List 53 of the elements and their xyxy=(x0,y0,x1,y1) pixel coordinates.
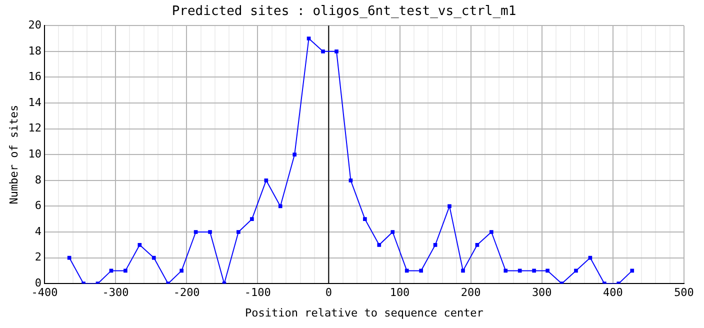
point xyxy=(404,268,409,273)
point xyxy=(278,204,282,208)
point xyxy=(518,268,522,273)
point xyxy=(194,230,198,234)
point xyxy=(348,178,353,182)
chart-title: Predicted sites : oligos_6nt_test_vs_ctrl_m1 xyxy=(172,4,516,20)
x-tick-label: 200 xyxy=(460,286,481,300)
x-tick-label: 100 xyxy=(390,286,410,300)
point xyxy=(208,230,212,234)
point xyxy=(334,49,338,54)
point xyxy=(448,204,452,208)
point xyxy=(306,36,311,40)
point xyxy=(250,217,254,222)
x-tick-label: -200 xyxy=(173,286,200,300)
y-tick-label: 8 xyxy=(34,173,42,186)
point xyxy=(377,242,382,247)
point xyxy=(363,217,367,222)
point xyxy=(475,242,480,247)
y-tick-label: 6 xyxy=(34,199,42,212)
point xyxy=(390,230,395,234)
x-tick-label: 0 xyxy=(325,286,332,300)
y-tick-label: 2 xyxy=(34,250,42,264)
point xyxy=(574,268,578,273)
y-tick-label: 14 xyxy=(28,96,42,109)
y-tick-label: 20 xyxy=(28,18,42,32)
x-tick-label: -300 xyxy=(102,286,129,300)
point xyxy=(461,268,465,273)
point xyxy=(532,268,536,273)
x-tick-label: -100 xyxy=(244,286,271,300)
point xyxy=(504,268,508,273)
y-axis-title: Number of sites xyxy=(7,104,20,204)
point xyxy=(124,268,128,273)
point xyxy=(264,178,268,182)
y-tick-label: 4 xyxy=(34,224,42,238)
point xyxy=(292,152,296,157)
y-tick-label: 10 xyxy=(28,147,42,160)
x-tick-label: 400 xyxy=(603,286,623,300)
x-tick-label: 500 xyxy=(674,286,694,300)
point xyxy=(138,242,142,247)
y-tick-label: 16 xyxy=(28,70,42,84)
point xyxy=(236,230,240,234)
point xyxy=(546,268,550,273)
y-tick-label: 18 xyxy=(28,44,42,58)
x-axis-title: Position relative to sequence center xyxy=(245,306,484,320)
point xyxy=(419,268,423,273)
x-tick-label: 300 xyxy=(532,286,552,300)
point xyxy=(630,268,634,273)
point xyxy=(152,256,156,260)
point xyxy=(490,230,494,234)
y-tick-label: 12 xyxy=(28,122,42,135)
point xyxy=(433,242,438,247)
point xyxy=(321,49,325,54)
point xyxy=(180,268,184,273)
